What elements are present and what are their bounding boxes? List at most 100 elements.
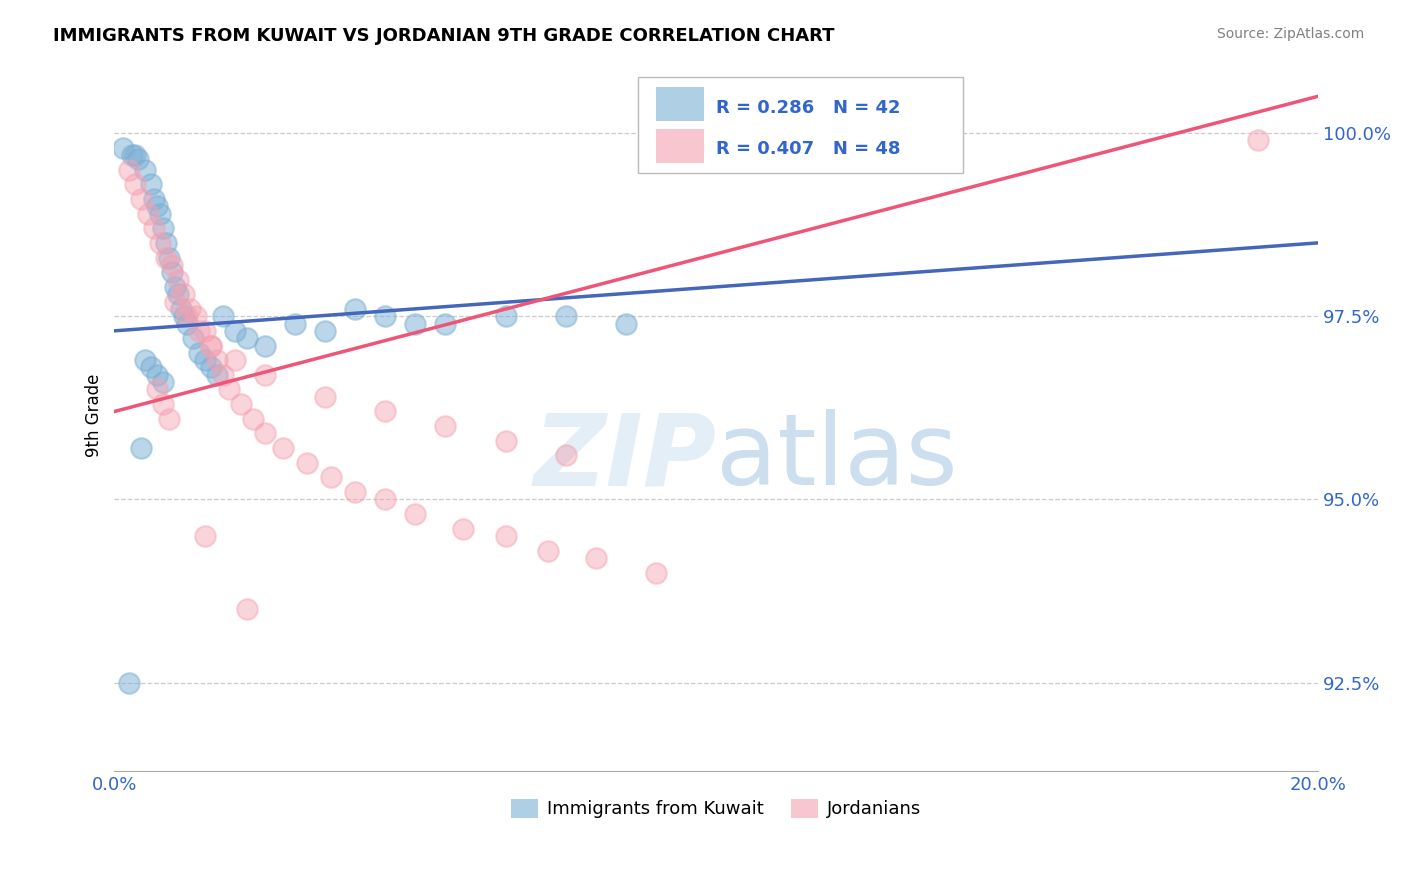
Point [131,441,153,455]
Point [160,265,183,279]
Point [124,148,146,162]
Text: R = 0.407   N = 48: R = 0.407 N = 48 [716,140,901,158]
Point [173,287,195,301]
Text: IMMIGRANTS FROM KUWAIT VS JORDANIAN 9TH GRADE CORRELATION CHART: IMMIGRANTS FROM KUWAIT VS JORDANIAN 9TH … [53,27,835,45]
Point [142,221,165,235]
Y-axis label: 9th Grade: 9th Grade [86,374,103,457]
Point [152,397,174,411]
Point [236,602,259,616]
Point [121,148,143,162]
Point [211,309,233,323]
Point [152,375,174,389]
Point [127,152,149,166]
FancyBboxPatch shape [657,87,704,121]
Point [166,272,188,286]
Text: atlas: atlas [716,409,957,507]
Point [205,353,228,368]
Point [319,470,342,484]
Point [495,309,517,323]
Point [157,251,180,265]
Point [181,331,204,345]
Point [124,178,146,192]
Point [295,456,318,470]
Point [224,324,246,338]
Point [187,324,209,338]
Point [314,390,336,404]
Point [404,507,426,521]
Point [160,258,183,272]
Point [236,331,259,345]
Point [344,485,367,500]
Point [645,566,668,580]
Point [139,178,162,192]
Point [200,338,222,352]
Point [434,317,457,331]
Point [200,338,222,352]
Point [554,309,576,323]
FancyBboxPatch shape [657,128,704,162]
Point [155,251,177,265]
Point [224,353,246,368]
Point [187,346,209,360]
Point [585,551,607,566]
FancyBboxPatch shape [638,78,963,173]
Point [134,353,156,368]
Point [169,301,191,316]
Point [211,368,233,382]
Point [374,309,396,323]
Point [176,309,198,323]
Point [253,426,276,441]
Point [434,419,457,434]
Point [495,434,517,448]
Point [229,397,252,411]
Point [112,140,135,154]
Point [176,317,198,331]
Point [134,162,156,177]
Point [145,199,167,213]
Point [163,294,186,309]
Point [136,206,159,220]
Point [242,412,264,426]
Point [205,368,228,382]
Point [404,317,426,331]
Point [554,449,576,463]
Text: R = 0.286   N = 42: R = 0.286 N = 42 [716,99,901,117]
Point [118,162,141,177]
Point [145,368,167,382]
Point [374,492,396,507]
Point [139,360,162,375]
Text: ZIP: ZIP [533,409,716,507]
Point [145,383,167,397]
Point [148,235,170,250]
Point [218,383,240,397]
Point [284,317,307,331]
Point [157,412,180,426]
Point [166,287,188,301]
Point [200,360,222,375]
Point [614,317,637,331]
Point [344,301,367,316]
Point [155,235,177,250]
Point [314,324,336,338]
Point [194,324,217,338]
Point [142,192,165,206]
Point [495,529,517,543]
Point [537,543,560,558]
Point [184,309,207,323]
Point [179,301,201,316]
Text: Source: ZipAtlas.com: Source: ZipAtlas.com [1216,27,1364,41]
Point [453,522,475,536]
Point [148,206,170,220]
Point [271,441,294,455]
Point [131,192,153,206]
Legend: Immigrants from Kuwait, Jordanians: Immigrants from Kuwait, Jordanians [503,792,928,826]
Point [118,675,141,690]
Point [163,280,186,294]
Point [173,309,195,323]
Point [253,338,276,352]
Point [194,353,217,368]
Point [374,404,396,418]
Point [1247,133,1270,147]
Point [253,368,276,382]
Point [152,221,174,235]
